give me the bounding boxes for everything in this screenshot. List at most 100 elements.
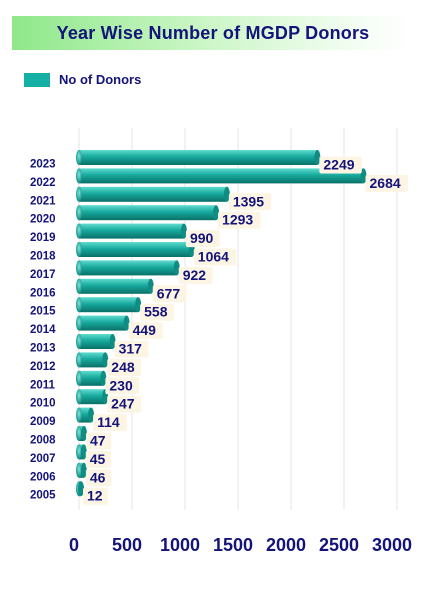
category-label: 2023 bbox=[30, 159, 56, 171]
bar-cap bbox=[76, 444, 82, 460]
bar bbox=[79, 297, 139, 313]
chart-title-banner: Year Wise Number of MGDP Donors bbox=[12, 16, 414, 50]
value-label: 230 bbox=[109, 377, 133, 393]
bar-end bbox=[135, 297, 142, 313]
value-label: 922 bbox=[183, 267, 207, 283]
bar-cap bbox=[76, 168, 82, 184]
value-label-bg bbox=[319, 156, 362, 174]
bar-cap bbox=[76, 260, 82, 276]
bar-end bbox=[314, 150, 321, 165]
bar-cap bbox=[76, 186, 82, 202]
category-label: 2008 bbox=[30, 435, 56, 447]
bar bbox=[79, 168, 364, 184]
value-label: 46 bbox=[90, 469, 106, 485]
bar-end bbox=[173, 260, 180, 276]
bar-cap bbox=[76, 223, 82, 239]
bar bbox=[79, 260, 177, 276]
category-labels: 2023 2022 2021 2020 2019 2018 2017 2016 2015 2014… bbox=[30, 159, 56, 502]
bar-end bbox=[213, 205, 220, 221]
bar-cap bbox=[76, 389, 82, 405]
bar-end bbox=[360, 168, 367, 184]
bar bbox=[79, 223, 184, 239]
category-label: 2011 bbox=[30, 379, 56, 391]
bar-cap bbox=[76, 407, 82, 423]
value-label: 114 bbox=[97, 414, 120, 430]
category-label: 2022 bbox=[30, 177, 56, 189]
category-label: 2006 bbox=[30, 471, 56, 483]
bar-end bbox=[109, 334, 116, 349]
value-label: 1064 bbox=[198, 249, 229, 265]
bar-cap bbox=[76, 150, 82, 165]
bar bbox=[79, 370, 104, 386]
value-label-bg bbox=[178, 266, 213, 284]
bar bbox=[79, 389, 106, 405]
value-label: 449 bbox=[133, 322, 157, 338]
value-label-bg bbox=[128, 322, 163, 340]
value-label-bg bbox=[228, 193, 272, 211]
value-label: 2249 bbox=[323, 157, 354, 173]
bar-end bbox=[88, 407, 95, 423]
category-label: 2017 bbox=[30, 269, 56, 281]
x-tick-label: 1000 bbox=[160, 535, 200, 555]
chart-title: Year Wise Number of MGDP Donors bbox=[56, 22, 370, 43]
value-label-bg bbox=[140, 303, 174, 321]
value-label: 2684 bbox=[370, 175, 401, 191]
category-label: 2005 bbox=[30, 490, 56, 502]
bar-end bbox=[80, 444, 87, 460]
bar-end bbox=[80, 426, 87, 441]
x-tick-label: 1500 bbox=[213, 535, 253, 555]
bar-end bbox=[223, 186, 230, 202]
x-tick-labels: 0 500 1000 1500 2000 2500 3000 bbox=[69, 535, 412, 555]
bar-end bbox=[180, 223, 187, 239]
category-label: 2020 bbox=[30, 214, 56, 226]
value-label-bg bbox=[83, 487, 109, 505]
value-label-bg bbox=[107, 395, 141, 413]
bar-end bbox=[78, 481, 84, 497]
x-tick-label: 500 bbox=[112, 535, 142, 555]
category-label: 2014 bbox=[30, 324, 56, 336]
category-label: 2018 bbox=[30, 251, 56, 263]
bar-cap bbox=[76, 352, 82, 368]
bar-end bbox=[147, 278, 154, 294]
value-label-bg bbox=[218, 211, 261, 229]
value-label-bg bbox=[85, 450, 111, 468]
bar-end bbox=[123, 315, 130, 331]
bar-cap bbox=[76, 370, 82, 386]
value-label-bg bbox=[85, 469, 112, 487]
value-label: 1395 bbox=[233, 193, 264, 209]
category-label: 2013 bbox=[30, 343, 56, 355]
legend-label: No of Donors bbox=[59, 72, 142, 87]
bar-cap bbox=[76, 205, 82, 221]
value-label: 45 bbox=[90, 451, 106, 467]
value-label-bg bbox=[85, 432, 112, 450]
bar-cap bbox=[76, 278, 82, 294]
x-tick-label: 2000 bbox=[266, 535, 306, 555]
category-label: 2012 bbox=[30, 361, 56, 373]
bar bbox=[79, 186, 227, 202]
value-label: 558 bbox=[144, 304, 168, 320]
bar-cap bbox=[76, 462, 82, 478]
value-label-bg bbox=[152, 285, 187, 303]
x-tick-label: 2500 bbox=[319, 535, 359, 555]
value-label: 990 bbox=[190, 230, 214, 246]
bar bbox=[79, 278, 151, 294]
value-label: 1293 bbox=[222, 212, 253, 228]
category-label: 2010 bbox=[30, 398, 56, 410]
x-tick-label: 0 bbox=[69, 535, 79, 555]
legend-swatch bbox=[24, 72, 50, 87]
category-label: 2016 bbox=[30, 287, 56, 299]
bar bbox=[79, 150, 318, 165]
bar-cap bbox=[76, 334, 82, 349]
value-label-bg bbox=[365, 174, 408, 192]
value-label: 12 bbox=[87, 488, 103, 504]
category-label: 2021 bbox=[30, 195, 56, 207]
bar bbox=[79, 352, 106, 368]
value-label-bg bbox=[93, 414, 127, 432]
bar bbox=[79, 242, 192, 257]
bar-cap bbox=[76, 242, 82, 257]
value-label: 317 bbox=[119, 341, 143, 357]
value-label-bg bbox=[185, 230, 220, 248]
value-label-bg bbox=[105, 377, 140, 395]
